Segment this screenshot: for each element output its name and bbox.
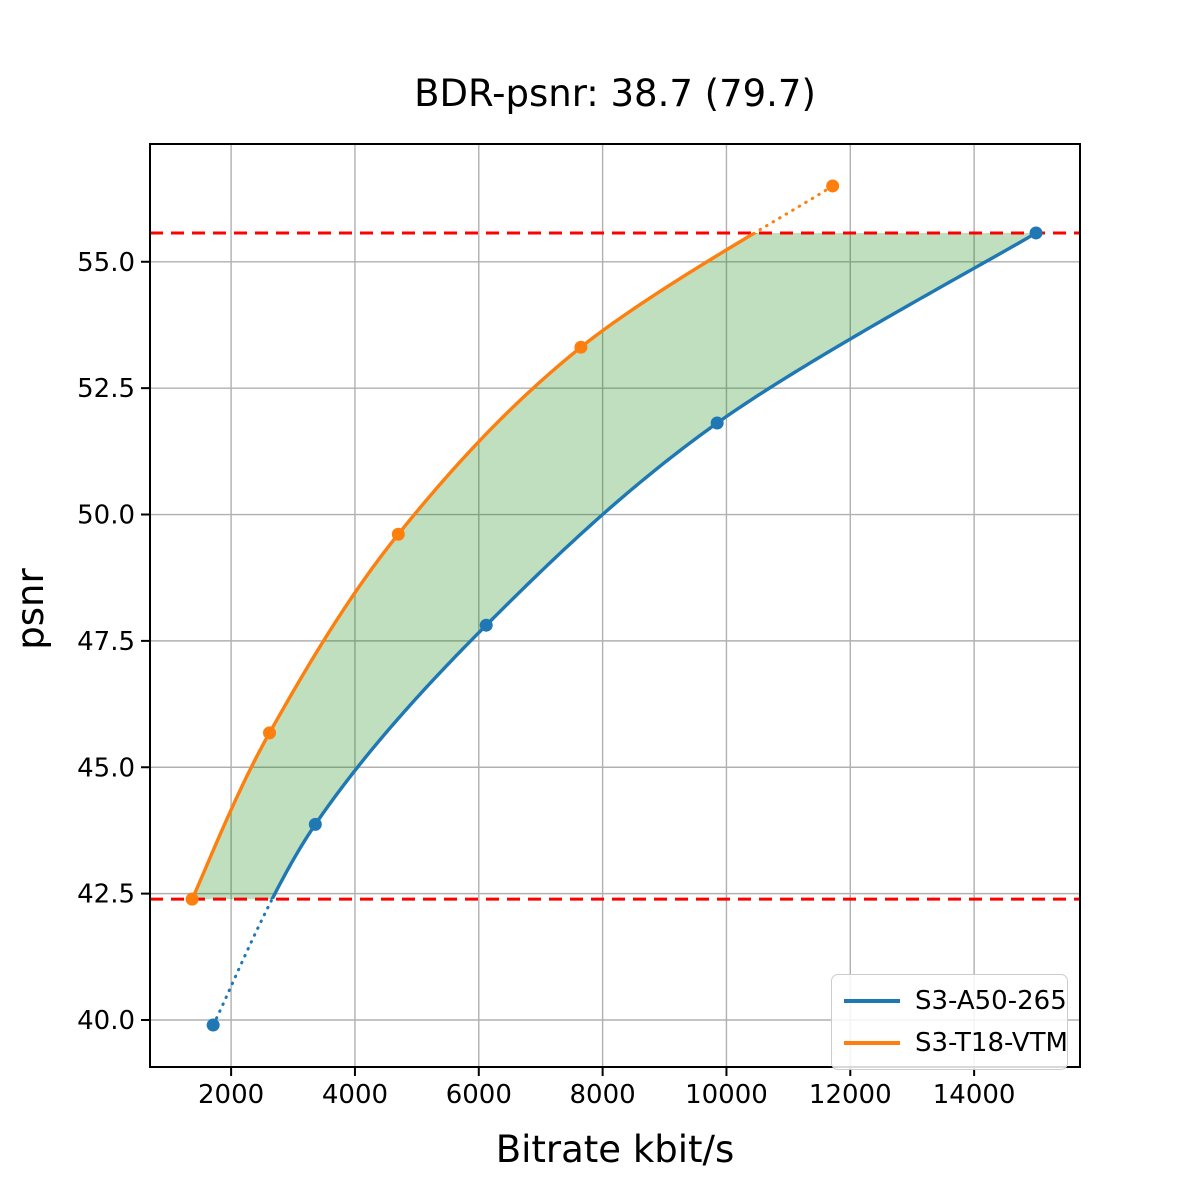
bd-fill-region: [192, 232, 1037, 900]
x-tick-label-10000: 10000: [685, 1080, 768, 1110]
marker-s3-a50-265-4: [1029, 226, 1043, 240]
legend-label-s3-a50-265: S3-A50-265: [915, 986, 1067, 1016]
x-tick-label-6000: 6000: [446, 1080, 512, 1110]
legend: S3-A50-265 S3-T18-VTM: [831, 974, 1068, 1070]
y-tick-label-42.5: 42.5: [77, 880, 135, 910]
marker-s3-a50-265-1: [308, 817, 322, 831]
x-tick-label-4000: 4000: [322, 1080, 388, 1110]
y-tick-label-55.0: 55.0: [77, 248, 135, 278]
legend-line-sample-orange: [844, 1041, 900, 1045]
x-tick-label-14000: 14000: [933, 1080, 1016, 1110]
legend-item-s3-a50-265: S3-A50-265: [844, 986, 1067, 1016]
marker-s3-a50-265-0: [206, 1018, 220, 1032]
chart-title: BDR-psnr: 38.7 (79.7): [414, 72, 816, 115]
x-tick-label-12000: 12000: [809, 1080, 892, 1110]
marker-s3-t18-vtm-0: [185, 892, 199, 906]
y-tick-label-45.0: 45.0: [77, 753, 135, 783]
legend-item-s3-t18-vtm: S3-T18-VTM: [844, 1028, 1068, 1058]
x-tick-label-2000: 2000: [198, 1080, 264, 1110]
marker-s3-a50-265-3: [710, 416, 724, 430]
marker-s3-t18-vtm-2: [391, 527, 405, 541]
marker-s3-t18-vtm-3: [574, 340, 588, 354]
plot-border: [149, 143, 1081, 1068]
marker-s3-a50-265-2: [479, 618, 493, 632]
y-tick-label-40.0: 40.0: [77, 1006, 135, 1036]
y-tick-label-52.5: 52.5: [77, 374, 135, 404]
y-tick-label-50.0: 50.0: [77, 501, 135, 531]
marker-s3-t18-vtm-4: [826, 179, 840, 193]
legend-line-sample-blue: [844, 999, 900, 1003]
x-axis-label: Bitrate kbit/s: [495, 1128, 735, 1171]
marker-s3-t18-vtm-1: [263, 726, 277, 740]
legend-label-s3-t18-vtm: S3-T18-VTM: [915, 1028, 1068, 1058]
y-axis-label: psnr: [9, 568, 52, 650]
y-tick-label-47.5: 47.5: [77, 627, 135, 657]
x-tick-label-8000: 8000: [570, 1080, 636, 1110]
